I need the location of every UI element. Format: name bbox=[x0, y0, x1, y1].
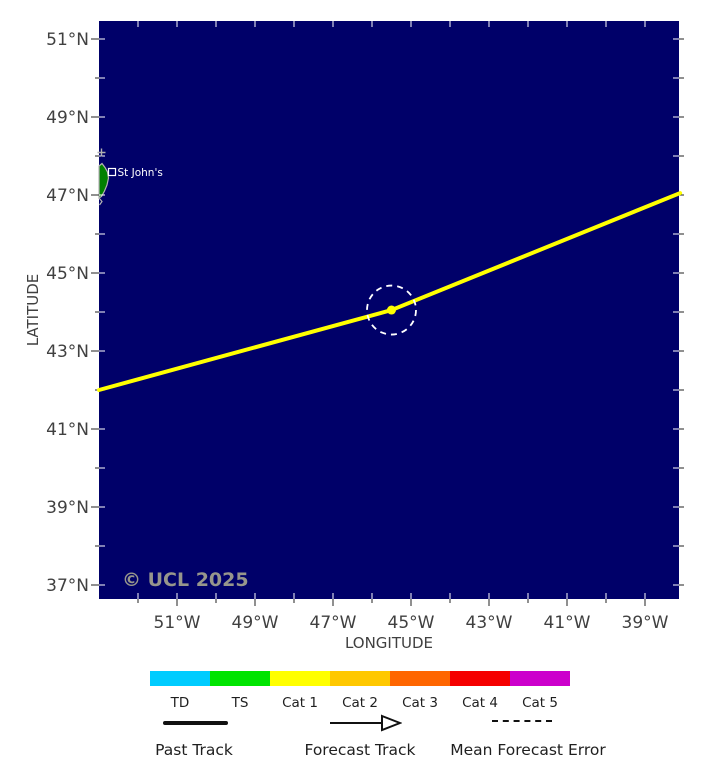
legend-color-swatch bbox=[510, 671, 570, 686]
intensity-colorbar bbox=[150, 671, 570, 686]
lon-axis-title: LONGITUDE bbox=[345, 634, 433, 652]
coastline-fragment bbox=[98, 197, 103, 206]
lat-tick-label: 49°N bbox=[46, 108, 89, 128]
copyright-text: © UCL 2025 bbox=[122, 569, 249, 591]
legend-label-forecast-track: Forecast Track bbox=[304, 741, 416, 759]
mean-forecast-error-circle bbox=[366, 284, 417, 336]
legend-color-swatch bbox=[450, 671, 510, 686]
legend-color-swatch bbox=[270, 671, 330, 686]
lon-tick-label: 41°W bbox=[544, 613, 591, 633]
axis-ticks bbox=[91, 21, 684, 606]
intensity-category-labels: TD TS Cat 1 Cat 2 Cat 3 Cat 4 Cat 5 bbox=[150, 695, 570, 711]
past-track-sample bbox=[163, 721, 228, 725]
city-square-icon bbox=[107, 167, 117, 177]
past-track-line bbox=[97, 308, 394, 392]
lon-tick-label: 43°W bbox=[466, 613, 513, 633]
land-newfoundland bbox=[98, 162, 110, 206]
city-marker-st-johns: St John's bbox=[97, 148, 163, 179]
land-polygon bbox=[98, 162, 110, 200]
legend-category-label: TS bbox=[231, 695, 249, 711]
legend-color-swatch bbox=[330, 671, 390, 686]
legend-label-past-track: Past Track bbox=[155, 741, 233, 759]
legend-label-mean-forecast-error: Mean Forecast Error bbox=[450, 741, 606, 759]
city-label: St John's bbox=[118, 167, 163, 179]
lat-tick-label: 39°N bbox=[46, 498, 89, 518]
legend-category-label: TD bbox=[170, 695, 190, 711]
station-cross-icon bbox=[97, 148, 106, 157]
legend-color-swatch bbox=[210, 671, 270, 686]
axis-tick-labels: 51°W 49°W 47°W 45°W 43°W 41°W 39°W 51°N 49°N 47°N… bbox=[46, 30, 669, 633]
forecast-error-sample bbox=[492, 720, 552, 722]
lon-tick-label: 51°W bbox=[154, 613, 201, 633]
legend-category-label: Cat 2 bbox=[342, 695, 378, 711]
lon-tick-label: 49°W bbox=[232, 613, 279, 633]
legend-category-label: Cat 1 bbox=[282, 695, 318, 711]
legend-color-swatch bbox=[390, 671, 450, 686]
storm-track bbox=[97, 191, 683, 392]
lat-tick-label: 37°N bbox=[46, 576, 89, 596]
lat-axis-title: LATITUDE bbox=[24, 274, 42, 347]
lon-tick-label: 45°W bbox=[388, 613, 435, 633]
lat-tick-label: 41°N bbox=[46, 420, 89, 440]
lat-tick-label: 47°N bbox=[46, 186, 89, 206]
lat-tick-label: 45°N bbox=[46, 264, 89, 284]
lat-tick-label: 51°N bbox=[46, 30, 89, 50]
legend-category-label: Cat 4 bbox=[462, 695, 498, 711]
lon-tick-label: 47°W bbox=[310, 613, 357, 633]
track-map-canvas: 51°W 49°W 47°W 45°W 43°W 41°W 39°W 51°N 49°N 47°N… bbox=[24, 21, 684, 652]
lat-tick-label: 43°N bbox=[46, 342, 89, 362]
current-position-dot bbox=[387, 305, 396, 315]
legend-color-swatch bbox=[150, 671, 210, 686]
forecast-track-arrow-icon bbox=[330, 714, 402, 732]
forecast-track-line bbox=[389, 191, 683, 313]
lon-tick-label: 39°W bbox=[622, 613, 669, 633]
legend-category-label: Cat 5 bbox=[522, 695, 558, 711]
legend-category-label: Cat 3 bbox=[402, 695, 438, 711]
